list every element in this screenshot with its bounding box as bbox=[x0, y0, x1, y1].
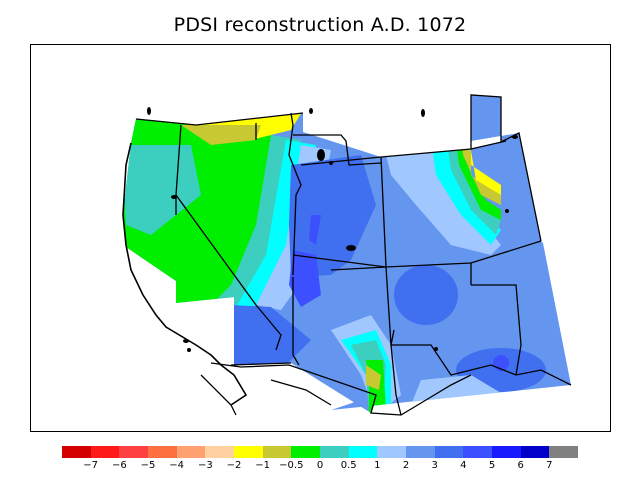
map-frame bbox=[30, 44, 611, 432]
legend-swatch bbox=[348, 446, 378, 458]
legend-swatch bbox=[491, 446, 521, 458]
legend-tick-label: −3 bbox=[197, 460, 213, 471]
legend-swatch bbox=[262, 446, 292, 458]
legend-swatch bbox=[147, 446, 177, 458]
legend-tick-label: 4 bbox=[460, 460, 467, 471]
legend-color-bar bbox=[62, 446, 578, 458]
legend-tick-label: 5 bbox=[488, 460, 496, 471]
legend-swatch bbox=[549, 446, 578, 458]
legend-tick-label: 7 bbox=[546, 460, 553, 471]
legend-swatch bbox=[319, 446, 349, 458]
legend-tick-label: 6 bbox=[517, 460, 524, 471]
legend-tick-labels: −7 −6 −5 −4 −3 −2 −1 −0.5 0 0.5 1 2 3 4 5 6 7 bbox=[62, 460, 578, 474]
legend-tick-label: −5 bbox=[140, 460, 156, 471]
map-title: PDSI reconstruction A.D. 1072 bbox=[173, 14, 467, 36]
legend-tick-label: 3 bbox=[431, 460, 438, 471]
legend-swatch bbox=[520, 446, 550, 458]
pdsi-map bbox=[122, 94, 572, 416]
legend-swatch bbox=[463, 446, 492, 458]
legend-swatch bbox=[205, 446, 234, 458]
legend-swatch bbox=[233, 446, 263, 458]
legend-tick-label: −1 bbox=[255, 460, 271, 471]
color-legend: −7 −6 −5 −4 −3 −2 −1 −0.5 0 0.5 1 2 3 4 5 6 7 bbox=[62, 446, 578, 474]
legend-swatch bbox=[377, 446, 406, 458]
legend-swatch bbox=[291, 446, 320, 458]
legend-tick-label: −4 bbox=[169, 460, 185, 471]
legend-swatch bbox=[90, 446, 120, 458]
legend-tick-label: −2 bbox=[226, 460, 242, 471]
legend-tick-label: −0.5 bbox=[279, 460, 304, 471]
legend-swatch bbox=[62, 446, 91, 458]
legend-tick-label: −6 bbox=[111, 460, 127, 471]
legend-tick-label: −7 bbox=[83, 460, 99, 471]
legend-tick-label: 1 bbox=[374, 460, 381, 471]
legend-tick-label: 0 bbox=[316, 460, 324, 471]
legend-swatch bbox=[119, 446, 148, 458]
legend-swatch bbox=[434, 446, 464, 458]
legend-tick-label: 0.5 bbox=[340, 460, 357, 471]
state-boundaries bbox=[122, 94, 572, 416]
legend-swatch bbox=[405, 446, 435, 458]
lakes bbox=[147, 107, 518, 352]
legend-swatch bbox=[176, 446, 206, 458]
legend-tick-label: 2 bbox=[402, 460, 410, 471]
